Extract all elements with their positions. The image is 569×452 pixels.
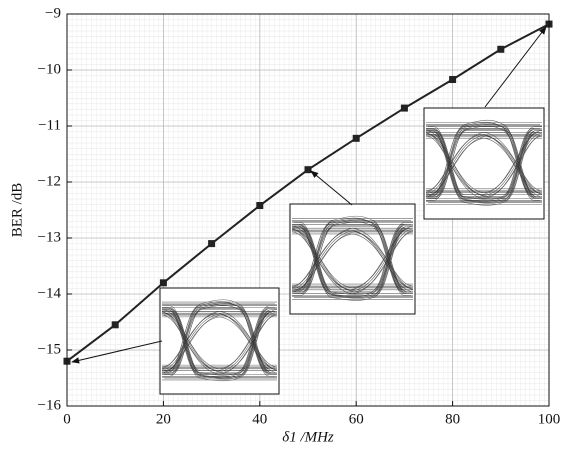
marker bbox=[256, 202, 263, 209]
x-tick-label: 0 bbox=[63, 411, 71, 427]
x-tick-label: 100 bbox=[538, 411, 561, 427]
marker bbox=[112, 321, 119, 328]
y-tick-label: −16 bbox=[38, 397, 62, 413]
x-tick-label: 60 bbox=[349, 411, 364, 427]
marker bbox=[208, 240, 215, 247]
y-axis-label: BER /dB bbox=[9, 183, 25, 238]
y-tick-label: −10 bbox=[38, 61, 61, 77]
y-tick-label: −12 bbox=[38, 173, 61, 189]
x-tick-label: 20 bbox=[156, 411, 171, 427]
marker bbox=[497, 46, 504, 53]
marker bbox=[449, 76, 456, 83]
y-tick-label: −14 bbox=[38, 285, 62, 301]
x-axis-label: δ1 /MHz bbox=[282, 429, 334, 445]
marker bbox=[160, 279, 167, 286]
marker bbox=[401, 105, 408, 112]
y-tick-label: −15 bbox=[38, 341, 61, 357]
marker bbox=[305, 166, 312, 173]
y-tick-label: −11 bbox=[38, 117, 61, 133]
y-tick-label: −9 bbox=[45, 5, 61, 21]
x-tick-label: 80 bbox=[445, 411, 460, 427]
y-tick-label: −13 bbox=[38, 229, 61, 245]
x-tick-label: 40 bbox=[252, 411, 267, 427]
chart: δ1 /MHz BER /dB −16 −15 −14 −13 −12 −11 −10 −9 0… bbox=[0, 0, 569, 452]
marker bbox=[353, 135, 360, 142]
